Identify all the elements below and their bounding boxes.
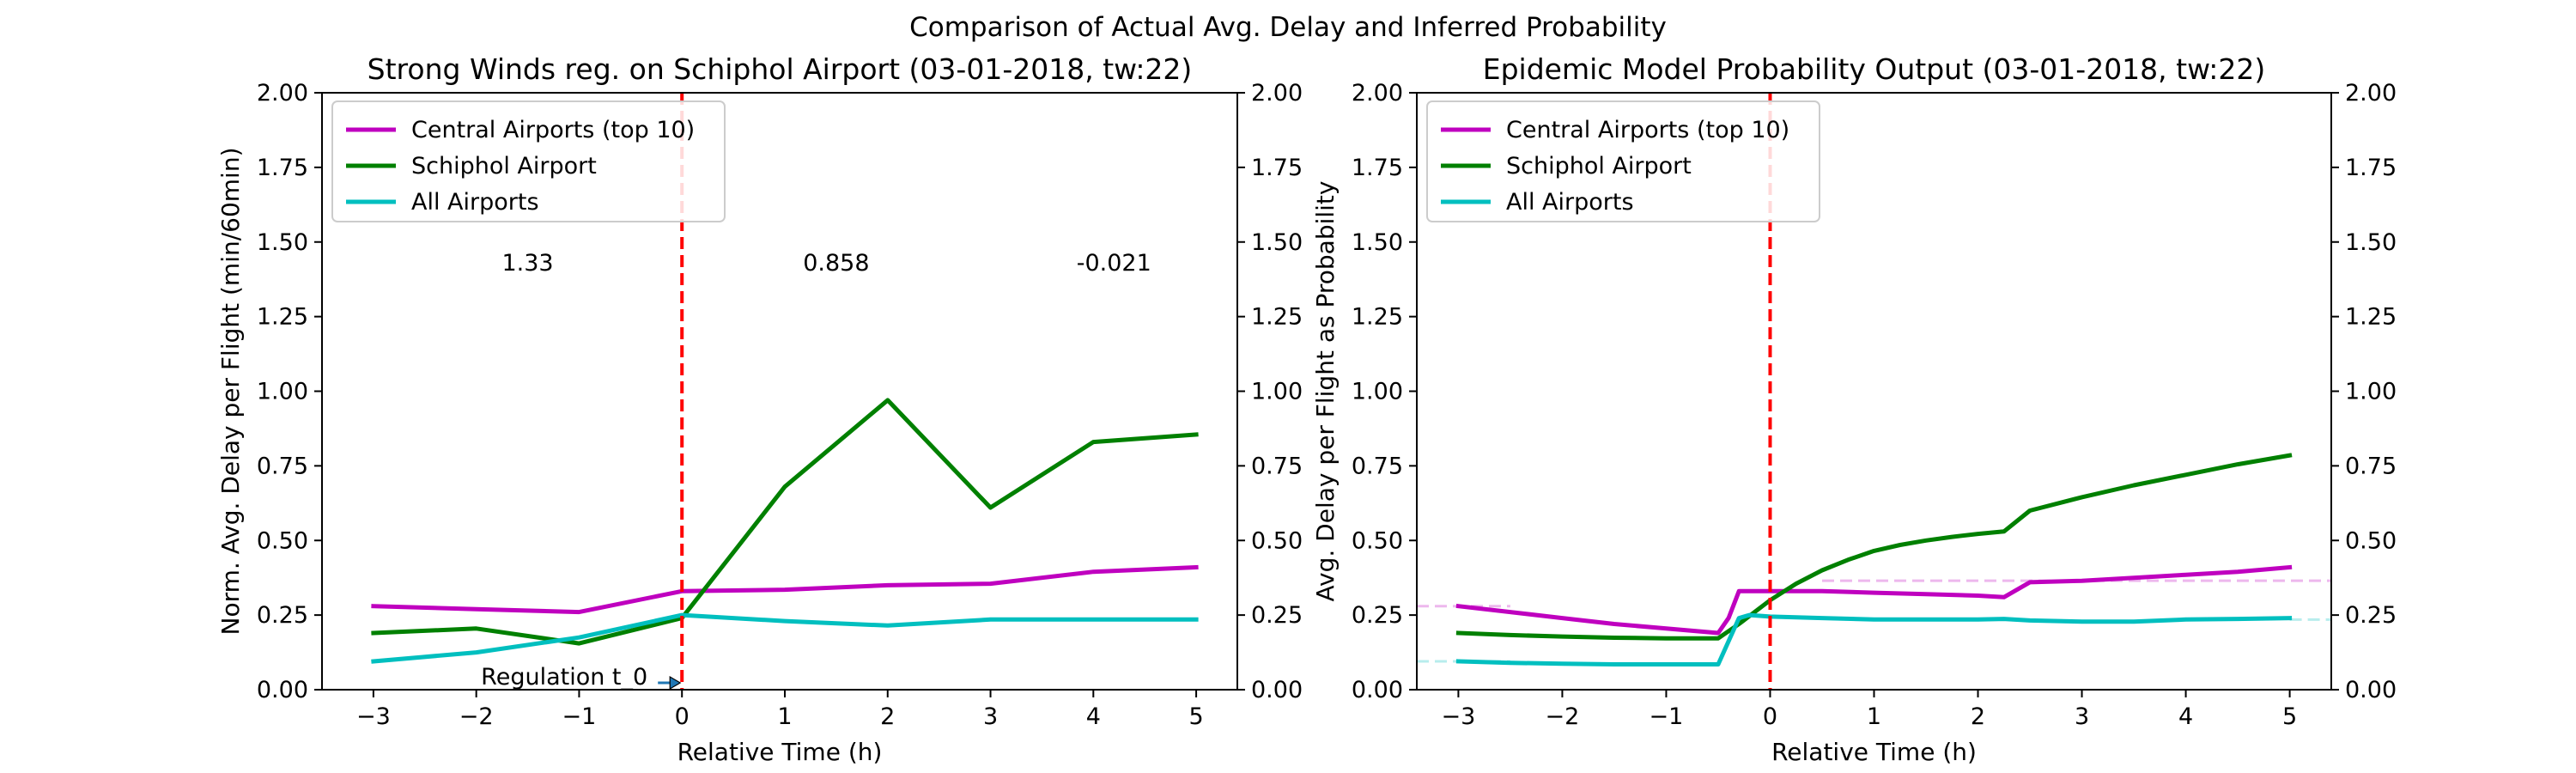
legend-label-all: All Airports (411, 189, 539, 216)
panel-title: Strong Winds reg. on Schiphol Airport (0… (368, 52, 1193, 86)
x-tick-label: −1 (562, 703, 597, 730)
y-tick-label: 1.75 (257, 155, 308, 181)
y2-tick-label: 1.50 (2345, 229, 2397, 256)
y-axis-label: Avg. Delay per Flight as Probability (1311, 181, 1340, 602)
y2-tick-label: 2.00 (2345, 80, 2397, 107)
y-tick-label: 1.25 (257, 304, 308, 331)
series-line-all (1455, 612, 2293, 666)
y-tick-label: 0.50 (1352, 527, 1403, 554)
y-tick-label: 1.25 (1352, 304, 1403, 331)
x-tick-label: 4 (2178, 703, 2193, 730)
regulation-arrow-head (669, 675, 682, 691)
y2-tick-label: 2.00 (1251, 80, 1303, 107)
series-line-all (371, 612, 1199, 664)
x-tick-label: −3 (356, 703, 391, 730)
series-line-central (371, 564, 1199, 615)
y2-tick-label: 1.25 (2345, 304, 2397, 331)
regulation-label: Regulation t_0 (481, 664, 647, 691)
x-tick-label: 3 (983, 703, 998, 730)
y-tick-label: 1.50 (257, 229, 308, 256)
legend-box (331, 100, 726, 222)
x-tick-label: 0 (1763, 703, 1777, 730)
y-axis-label: Norm. Avg. Delay per Flight (min/60min) (216, 147, 245, 635)
legend-label-schiphol: Schiphol Airport (411, 153, 597, 180)
x-tick-label: −2 (1546, 703, 1580, 730)
y2-tick-label: 0.50 (1251, 527, 1303, 554)
y-tick-label: 1.00 (257, 379, 308, 405)
x-tick-label: 3 (2075, 703, 2089, 730)
x-tick-label: −2 (459, 703, 494, 730)
x-tick-label: 4 (1086, 703, 1101, 730)
panel-left: Strong Winds reg. on Schiphol Airport (0… (216, 52, 1303, 766)
y-tick-label: 0.25 (1352, 602, 1403, 629)
x-tick-label: 1 (777, 703, 792, 730)
legend-label-central: Central Airports (top 10) (411, 117, 695, 143)
legend-label-central: Central Airports (top 10) (1506, 117, 1789, 143)
x-tick-label: 2 (1971, 703, 1985, 730)
x-axis-label: Relative Time (h) (1771, 738, 1977, 766)
y-tick-label: 0.75 (1352, 453, 1403, 479)
y2-tick-label: 0.75 (2345, 453, 2397, 479)
x-tick-label: −3 (1442, 703, 1476, 730)
y2-tick-label: 0.25 (2345, 602, 2397, 629)
legend-label-schiphol: Schiphol Airport (1506, 153, 1692, 180)
y-tick-label: 2.00 (1352, 80, 1403, 107)
y2-tick-label: 1.00 (1251, 379, 1303, 405)
series-line-central (1455, 564, 2293, 636)
x-tick-label: −1 (1649, 703, 1684, 730)
y-tick-label: 1.00 (1352, 379, 1403, 405)
annotation-value: -0.021 (1077, 250, 1151, 277)
y-tick-label: 2.00 (257, 80, 308, 107)
legend-label-all: All Airports (1506, 189, 1634, 216)
y2-tick-label: 1.25 (1251, 304, 1303, 331)
x-axis-label: Relative Time (h) (677, 738, 883, 766)
series-line-schiphol (371, 398, 1199, 646)
annotation-value: 1.33 (501, 250, 553, 277)
y-tick-label: 0.25 (257, 602, 308, 629)
annotation-value: 0.858 (803, 250, 869, 277)
y2-tick-label: 1.75 (1251, 155, 1303, 181)
legend-box (1426, 100, 1820, 222)
y2-tick-label: 1.50 (1251, 229, 1303, 256)
x-tick-label: 0 (675, 703, 690, 730)
y2-tick-label: 1.75 (2345, 155, 2397, 181)
y2-tick-label: 0.00 (2345, 677, 2397, 703)
y2-tick-label: 1.00 (2345, 379, 2397, 405)
y-tick-label: 1.75 (1352, 155, 1403, 181)
panel-title: Epidemic Model Probability Output (03-01… (1483, 52, 2266, 86)
y-tick-label: 0.00 (257, 677, 308, 703)
y-tick-label: 0.50 (257, 527, 308, 554)
series-line-schiphol (1455, 453, 2293, 641)
y2-tick-label: 0.25 (1251, 602, 1303, 629)
x-tick-label: 1 (1867, 703, 1881, 730)
x-tick-label: 5 (2282, 703, 2297, 730)
y-tick-label: 0.00 (1352, 677, 1403, 703)
x-tick-label: 5 (1188, 703, 1203, 730)
y2-tick-label: 0.00 (1251, 677, 1303, 703)
figure-title: Comparison of Actual Avg. Delay and Infe… (909, 12, 1667, 43)
y2-tick-label: 0.75 (1251, 453, 1303, 479)
x-tick-label: 2 (880, 703, 895, 730)
panel-right: Epidemic Model Probability Output (03-01… (1311, 52, 2397, 766)
y-tick-label: 1.50 (1352, 229, 1403, 256)
y-tick-label: 0.75 (257, 453, 308, 479)
y2-tick-label: 0.50 (2345, 527, 2397, 554)
